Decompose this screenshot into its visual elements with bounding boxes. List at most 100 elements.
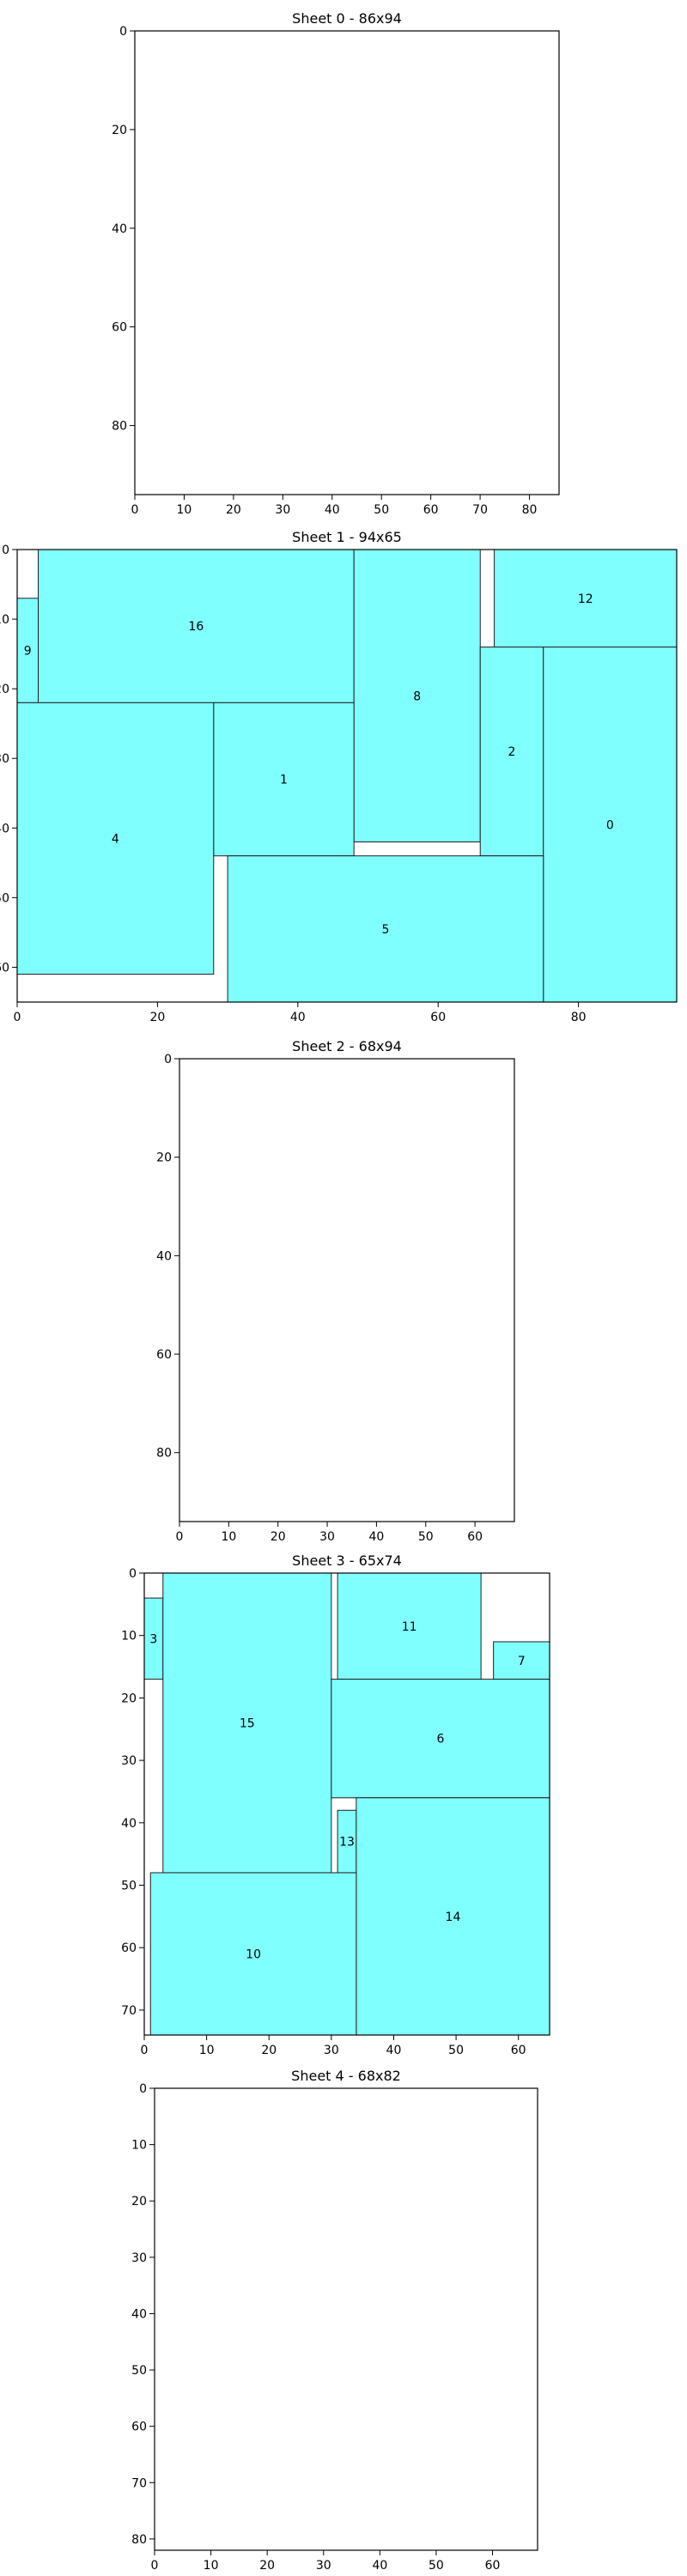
y-tick-label: 40 bbox=[131, 2307, 147, 2321]
x-tick-label: 30 bbox=[275, 503, 290, 517]
x-tick-label: 20 bbox=[261, 2044, 277, 2057]
sheet-panel-2: Sheet 2 - 68x94 0 10 20 30 40 50 60 0 20 40 60 80 bbox=[156, 1038, 515, 1544]
piece-rect-15 bbox=[162, 1572, 332, 1874]
piece-rect-0 bbox=[543, 647, 678, 1003]
y-tick-label: 40 bbox=[121, 1817, 137, 1831]
x-tick-label: 50 bbox=[448, 2044, 464, 2057]
x-tick-label: 0 bbox=[176, 1530, 184, 1544]
x-tick-label: 10 bbox=[199, 2044, 215, 2057]
y-tick-label: 70 bbox=[121, 2004, 137, 2018]
y-tick-label: 80 bbox=[112, 420, 127, 434]
y-tick-label: 70 bbox=[131, 2476, 147, 2490]
piece-label: 12 bbox=[578, 592, 593, 606]
y-tick-label: 20 bbox=[156, 1151, 172, 1165]
y-tick-label: 0 bbox=[129, 1567, 137, 1581]
piece-rect-5 bbox=[227, 855, 544, 1003]
y-tick-label: 20 bbox=[0, 683, 9, 696]
x-tick-label: 0 bbox=[131, 503, 139, 517]
x-tick-label: 20 bbox=[259, 2559, 275, 2573]
sheet-panel-4: Sheet 4 - 68x82 0 10 20 30 40 50 60 0 10 20 30 40 50 6… bbox=[131, 2068, 538, 2573]
piece-rect-10 bbox=[149, 1872, 357, 2036]
y-tick-label: 20 bbox=[112, 124, 127, 137]
y-tick-label: 30 bbox=[0, 752, 9, 766]
y-tick-label: 60 bbox=[0, 961, 9, 975]
x-tick-label: 80 bbox=[571, 1011, 587, 1024]
y-tick-label: 10 bbox=[0, 613, 9, 627]
x-tick-label: 10 bbox=[221, 1530, 236, 1544]
y-tick-label: 10 bbox=[131, 2139, 147, 2153]
piece-label: 2 bbox=[508, 745, 516, 759]
x-tick-label: 20 bbox=[226, 503, 241, 517]
x-tick-label: 60 bbox=[511, 2044, 526, 2057]
piece-label: 1 bbox=[280, 774, 288, 787]
piece-label: 7 bbox=[518, 1655, 526, 1668]
panel-title: Sheet 1 - 94x65 bbox=[292, 529, 402, 545]
sheet-panel-0: Sheet 0 - 86x94 0 10 20 30 40 50 60 70 80 0 20 40 60 8… bbox=[112, 10, 560, 517]
piece-label: 9 bbox=[24, 645, 32, 659]
y-tick-label: 0 bbox=[119, 25, 127, 39]
panel-title: Sheet 2 - 68x94 bbox=[292, 1038, 402, 1054]
x-tick-label: 0 bbox=[141, 2044, 149, 2057]
piece-rect-4 bbox=[16, 702, 215, 975]
x-tick-label: 40 bbox=[325, 503, 340, 517]
sheet-panel-3: Sheet 3 - 65x74 3 15 11 7 6 13 14 10 0 10 20 30 40 50 6… bbox=[121, 1552, 550, 2057]
x-tick-label: 40 bbox=[386, 2044, 402, 2057]
piece-rect-8 bbox=[353, 549, 481, 843]
y-tick-label: 0 bbox=[164, 1053, 172, 1066]
sheet-frame bbox=[179, 1058, 515, 1522]
y-tick-label: 30 bbox=[131, 2251, 147, 2265]
x-tick-label: 40 bbox=[372, 2559, 387, 2573]
piece-label: 4 bbox=[112, 832, 119, 846]
x-tick-label: 40 bbox=[368, 1530, 384, 1544]
panel-title: Sheet 4 - 68x82 bbox=[291, 2068, 401, 2084]
x-tick-label: 60 bbox=[430, 1011, 446, 1024]
piece-label: 0 bbox=[606, 818, 614, 832]
piece-rect-14 bbox=[356, 1797, 550, 2036]
piece-rect-6 bbox=[331, 1679, 550, 1799]
y-tick-label: 60 bbox=[156, 1348, 172, 1362]
piece-rect-2 bbox=[479, 647, 544, 857]
piece-rect-11 bbox=[337, 1572, 482, 1680]
panel-title: Sheet 3 - 65x74 bbox=[292, 1552, 402, 1569]
sheet-frame bbox=[154, 2087, 538, 2551]
piece-label: 13 bbox=[339, 1836, 355, 1850]
sheet-frame bbox=[134, 30, 560, 495]
x-tick-label: 80 bbox=[522, 503, 538, 517]
y-tick-label: 40 bbox=[156, 1249, 172, 1263]
x-tick-label: 60 bbox=[423, 503, 439, 517]
x-tick-label: 50 bbox=[418, 1530, 434, 1544]
y-tick-label: 20 bbox=[131, 2195, 147, 2208]
y-tick-label: 50 bbox=[0, 891, 9, 905]
y-tick-label: 50 bbox=[131, 2364, 147, 2378]
x-tick-label: 30 bbox=[319, 1530, 335, 1544]
piece-label: 15 bbox=[240, 1716, 255, 1730]
x-tick-label: 0 bbox=[151, 2559, 159, 2573]
y-tick-label: 60 bbox=[131, 2421, 147, 2434]
x-tick-label: 10 bbox=[177, 503, 192, 517]
x-tick-label: 30 bbox=[324, 2044, 339, 2057]
y-tick-label: 80 bbox=[131, 2533, 147, 2547]
piece-rect-1 bbox=[213, 702, 355, 857]
piece-label: 8 bbox=[413, 690, 421, 703]
y-tick-label: 40 bbox=[112, 222, 127, 236]
y-tick-label: 60 bbox=[121, 1941, 137, 1955]
piece-label: 16 bbox=[188, 620, 204, 634]
piece-label: 14 bbox=[446, 1911, 461, 1924]
piece-label: 5 bbox=[381, 923, 389, 937]
x-tick-label: 20 bbox=[271, 1530, 286, 1544]
piece-rect-16 bbox=[38, 549, 355, 703]
sheet-frame bbox=[143, 1572, 550, 2036]
x-tick-label: 50 bbox=[374, 503, 389, 517]
sheet-panel-1: Sheet 1 - 94x659168122014502040608001020… bbox=[0, 529, 678, 1024]
y-tick-label: 60 bbox=[112, 321, 127, 335]
sheet-frame bbox=[16, 549, 678, 1003]
piece-label: 11 bbox=[402, 1620, 417, 1634]
piece-label: 3 bbox=[149, 1632, 157, 1646]
x-tick-label: 40 bbox=[290, 1011, 306, 1024]
y-tick-label: 80 bbox=[156, 1447, 172, 1461]
x-tick-label: 60 bbox=[467, 1530, 483, 1544]
x-tick-label: 20 bbox=[149, 1011, 165, 1024]
y-tick-label: 10 bbox=[121, 1630, 137, 1643]
x-tick-label: 60 bbox=[485, 2559, 501, 2573]
